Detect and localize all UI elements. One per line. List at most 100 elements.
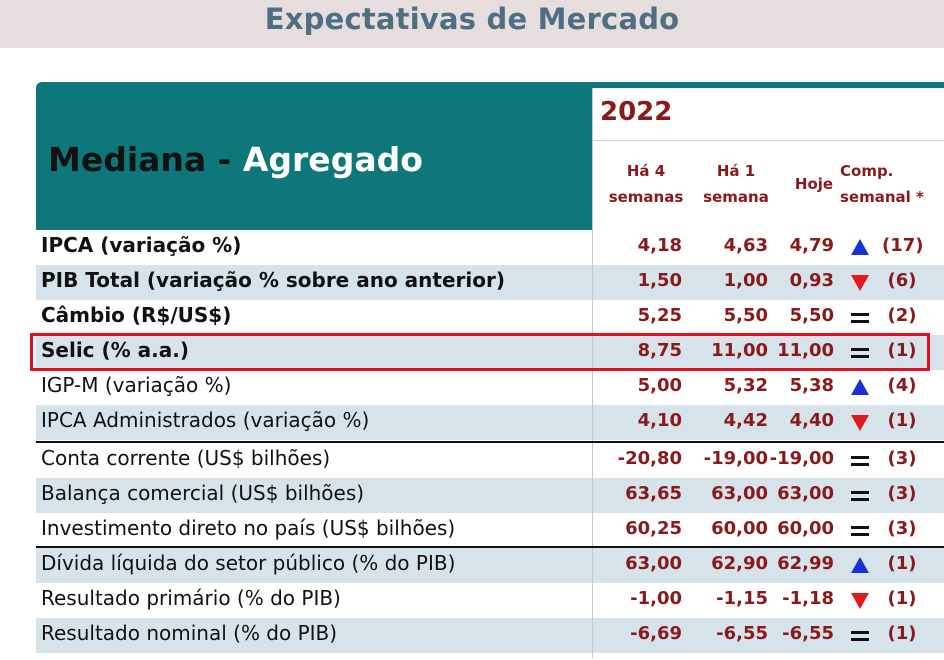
value-4-weeks-ago: -6,69 [630,623,682,644]
triangle-up-icon [848,378,872,398]
equals-icon [848,451,872,471]
weeks-count: (1) [887,410,917,431]
row-label: Resultado nominal (% do PIB) [41,621,338,645]
equals-icon [848,521,872,541]
row-label: IPCA (variação %) [41,233,242,257]
value-4-weeks-ago: 63,00 [625,553,682,574]
table-row: Resultado primário (% do PIB) -1,00 -1,15-… [36,583,944,618]
weeks-count: (3) [887,518,917,539]
value-4-weeks-ago: 5,25 [637,305,682,326]
value-4-weeks-ago: 4,10 [637,410,682,431]
section-divider [36,546,944,548]
column-header-line: semanas [608,188,684,206]
triangle-down-icon [848,413,872,433]
value-4-weeks-ago: 1,50 [637,270,682,291]
value-4-weeks-ago: -1,00 [630,588,682,609]
value-1-week-ago: 4,42 [723,410,768,431]
value-4-weeks-ago: 4,18 [637,235,682,256]
column-header-today: Hoje [786,171,842,197]
year-header-strip [592,82,944,88]
value-today: 4,40 [789,410,834,431]
value-1-week-ago: -1,15 [716,588,768,609]
value-today: -6,55 [782,623,834,644]
column-header-line: Comp. [840,162,894,180]
value-4-weeks-ago: 63,65 [625,483,682,504]
value-1-week-ago: 1,00 [723,270,768,291]
row-label: PIB Total (variação % sobre ano anterior… [41,268,505,292]
weeks-count: (4) [887,375,917,396]
triangle-up-icon [848,556,872,576]
row-label: Resultado primário (% do PIB) [41,586,341,610]
row-label: Dívida líquida do setor público (% do PI… [41,551,456,575]
value-1-week-ago: 5,50 [723,305,768,326]
column-header-line: Há 4 [626,162,666,180]
equals-icon [848,308,872,328]
value-4-weeks-ago: 8,75 [637,340,682,361]
value-today: 5,50 [789,305,834,326]
value-4-weeks-ago: 60,25 [625,518,682,539]
value-today: -1,18 [782,588,834,609]
weeks-count: (1) [887,623,917,644]
column-header-line: Há 1 [716,162,756,180]
value-today: 60,00 [777,518,834,539]
row-label: Câmbio (R$/US$) [41,303,232,327]
weeks-count: (1) [887,553,917,574]
column-header-line: semana [703,188,769,206]
title-suffix: Agregado [242,140,423,179]
value-1-week-ago: 62,90 [711,553,768,574]
section-divider [36,441,944,443]
value-1-week-ago: 63,00 [711,483,768,504]
value-today: 62,99 [777,553,834,574]
table-row: PIB Total (variação % sobre ano anterior… [36,265,944,300]
value-1-week-ago: 4,63 [723,235,768,256]
row-label: IPCA Administrados (variação %) [41,408,370,432]
table-row: Resultado nominal (% do PIB) -6,69 -6,55 -6… [36,618,944,653]
column-header-4-weeks: Há 4 semanas [602,158,690,210]
value-1-week-ago: 11,00 [711,340,768,361]
row-label: Investimento direto no país (US$ bilhões… [41,516,456,540]
title-banner [0,0,944,48]
table-row: Câmbio (R$/US$) 5,25 5,50 5,50 (2) [36,300,944,335]
value-4-weeks-ago: -20,80 [617,448,682,469]
table-row: Dívida líquida do setor público (% do PI… [36,548,944,583]
table-header-block: Mediana - Agregado [36,82,592,230]
value-1-week-ago: 60,00 [711,518,768,539]
column-header-1-week: Há 1 semana [696,158,776,210]
weeks-count: (1) [887,588,917,609]
value-today: 11,00 [777,340,834,361]
weeks-count: (6) [887,270,917,291]
equals-icon [848,486,872,506]
value-today: 4,79 [789,235,834,256]
table-row: Investimento direto no país (US$ bilhões… [36,513,944,548]
triangle-down-icon [848,273,872,293]
table-title: Mediana - Agregado [48,140,423,179]
table-row: IGP-M (variação %) 5,00 5,32 5,38 (4) [36,370,944,405]
table-row: Conta corrente (US$ bilhões) -20,80 -19,00… [36,443,944,478]
equals-icon [848,626,872,646]
year-divider [594,140,944,141]
row-label: Selic (% a.a.) [41,338,189,362]
selic-highlight-box [30,333,930,371]
row-label: IGP-M (variação %) [41,373,232,397]
row-label: Conta corrente (US$ bilhões) [41,446,331,470]
weeks-count: (3) [887,483,917,504]
column-header-line: Hoje [794,175,834,193]
value-today: 63,00 [777,483,834,504]
value-today: 5,38 [789,375,834,396]
column-divider [592,88,593,658]
year-label: 2022 [600,97,673,127]
title-separator: - [206,140,243,179]
weeks-count: (1) [887,340,917,361]
table-row: IPCA (variação %) 4,18 4,63 4,79 (17) [36,230,944,265]
triangle-down-icon [848,591,872,611]
triangle-up-icon [848,238,872,258]
table-row: Selic (% a.a.) 8,75 11,00 11,00 (1) [36,335,944,370]
value-1-week-ago: -6,55 [716,623,768,644]
value-1-week-ago: 5,32 [723,375,768,396]
column-header-line: semanal * [840,188,924,206]
column-header-weekly-comparison: Comp. semanal * [836,158,936,210]
weeks-count: (3) [887,448,917,469]
value-today: 0,93 [789,270,834,291]
value-4-weeks-ago: 5,00 [637,375,682,396]
table-row: Balança comercial (US$ bilhões) 63,65 63,0… [36,478,944,513]
